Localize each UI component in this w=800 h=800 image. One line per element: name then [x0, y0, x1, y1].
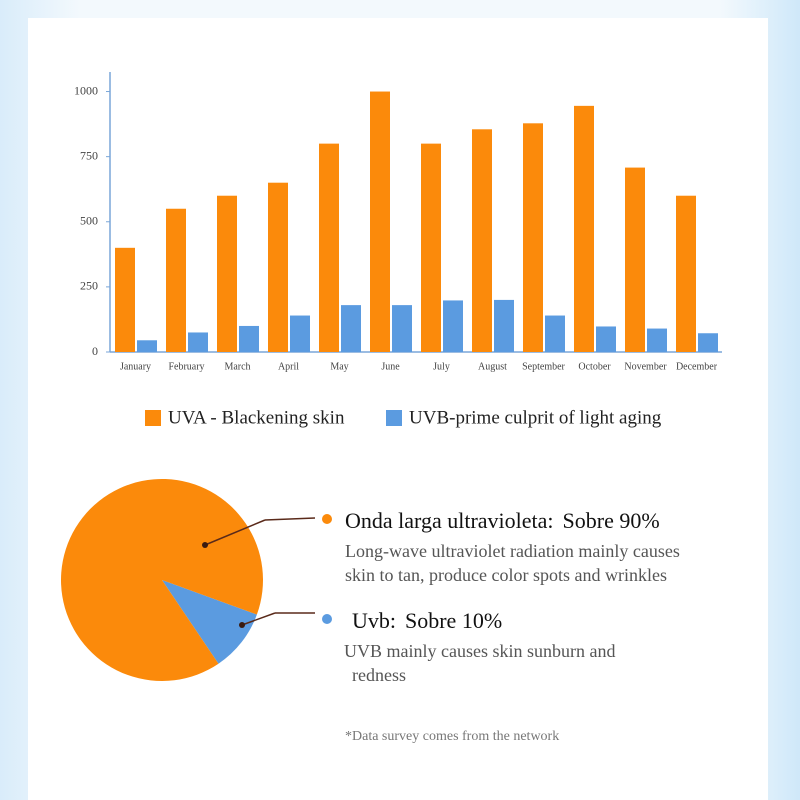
bar [137, 340, 157, 352]
x-tick-label: July [433, 361, 450, 372]
leader-dot [202, 542, 208, 548]
x-tick-label: April [278, 361, 299, 372]
bar [523, 123, 543, 352]
y-tick-label: 500 [80, 214, 98, 228]
y-tick-label: 250 [80, 279, 98, 293]
legend-label: UVA - Blackening skin [168, 407, 345, 428]
pie-label: Uvb: Sobre 10% [352, 608, 502, 633]
bar [166, 208, 186, 352]
bar [574, 105, 594, 352]
description: UVB mainly causes skin sunburn and [344, 641, 615, 661]
bar [625, 167, 645, 352]
bar [268, 182, 288, 352]
x-tick-label: August [478, 361, 507, 372]
value-label: Sobre 90% [563, 508, 660, 533]
bar [188, 332, 208, 352]
legend-dot [322, 614, 332, 624]
bar [647, 328, 667, 352]
pie-slice [60, 478, 264, 681]
x-tick-label: September [522, 361, 565, 372]
x-tick-label: December [676, 361, 718, 372]
pie-label: Onda larga ultravioleta: Sobre 90% [345, 508, 660, 533]
y-tick-label: 750 [80, 148, 98, 162]
pie-slice [162, 580, 257, 664]
bar [341, 305, 361, 352]
category-label: Onda larga ultravioleta: [345, 508, 554, 533]
x-tick-label: October [578, 361, 611, 372]
category-label: Uvb: [352, 608, 396, 633]
bar [443, 300, 463, 352]
description: redness [352, 665, 406, 685]
x-tick-label: November [624, 361, 667, 372]
x-tick-label: May [330, 361, 348, 372]
bar [319, 143, 339, 352]
y-tick-label: 0 [92, 344, 98, 358]
value-label: Sobre 10% [405, 608, 502, 633]
x-tick-label: January [120, 361, 151, 372]
bar [545, 315, 565, 352]
legend-swatch [145, 410, 161, 426]
bar [472, 129, 492, 352]
bar [494, 299, 514, 352]
bar [217, 195, 237, 352]
bar [370, 91, 390, 352]
bar [392, 305, 412, 352]
footnote: *Data survey comes from the network [345, 729, 559, 744]
bar [596, 326, 616, 352]
leader-line [241, 612, 276, 626]
x-tick-label: February [168, 361, 204, 372]
legend-swatch [386, 410, 402, 426]
y-tick-label: 1000 [74, 83, 98, 97]
bar [239, 325, 259, 352]
leader-dot [239, 622, 245, 628]
bar [115, 247, 135, 352]
description: Long-wave ultraviolet radiation mainly c… [345, 541, 680, 561]
leader-line [204, 519, 266, 546]
x-tick-label: March [224, 361, 250, 372]
bar [421, 143, 441, 352]
description: skin to tan, produce color spots and wri… [345, 565, 667, 585]
bar [676, 195, 696, 352]
bar [698, 333, 718, 352]
legend-label: UVB-prime culprit of light aging [409, 407, 662, 428]
x-tick-label: June [381, 361, 400, 372]
bar [290, 315, 310, 352]
legend-dot [322, 514, 332, 524]
leader-line [264, 517, 316, 521]
